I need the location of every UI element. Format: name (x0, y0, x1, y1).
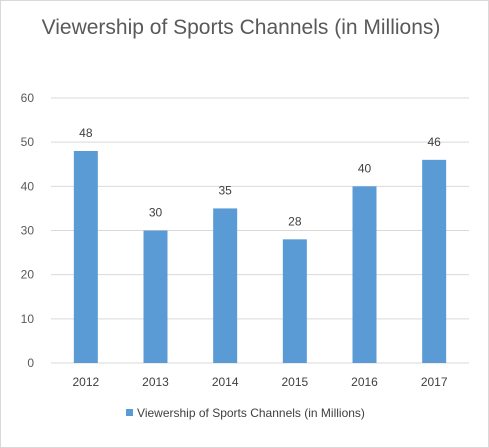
bar (213, 208, 238, 363)
y-tick-label: 10 (21, 312, 35, 326)
x-tick-label: 2014 (212, 375, 239, 389)
data-label: 30 (149, 206, 163, 220)
y-tick-label: 20 (21, 268, 35, 282)
legend-label: Viewership of Sports Channels (in Millio… (137, 405, 365, 420)
chart-title: Viewership of Sports Channels (in Millio… (41, 16, 441, 39)
data-label: 46 (427, 135, 441, 149)
y-tick-label: 60 (21, 91, 35, 105)
y-tick-label: 30 (21, 224, 35, 238)
bar (143, 230, 168, 363)
data-label: 28 (288, 214, 302, 228)
x-tick-label: 2012 (72, 375, 99, 389)
x-tick-label: 2013 (142, 375, 169, 389)
y-tick-label: 40 (21, 179, 35, 193)
x-tick-label: 2016 (351, 375, 378, 389)
plot-area: 0 10 20 30 40 50 60 48 2012 30 2013 35 2014 28 2015 40 2… (21, 91, 469, 389)
data-label: 35 (218, 183, 232, 197)
legend-swatch (126, 409, 134, 417)
bar (422, 159, 447, 363)
y-tick-label: 0 (27, 356, 34, 370)
bar (282, 239, 307, 363)
data-label: 40 (358, 161, 372, 175)
y-tick-label: 50 (21, 135, 35, 149)
data-label: 48 (79, 126, 93, 140)
x-tick-label: 2015 (281, 375, 308, 389)
x-tick-label: 2017 (421, 375, 448, 389)
legend: Viewership of Sports Channels (in Millio… (1, 405, 489, 420)
bar (352, 186, 377, 363)
bar (73, 151, 98, 363)
